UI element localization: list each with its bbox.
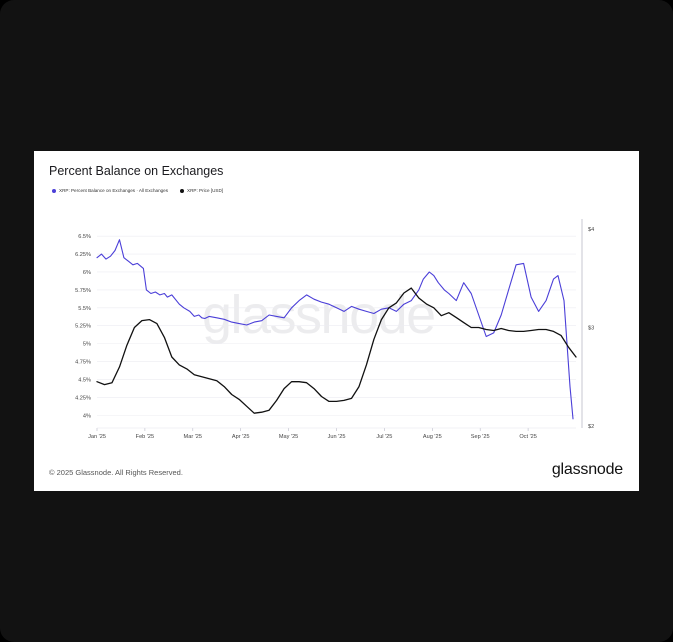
y-left-tick-label: 6.25% bbox=[75, 252, 91, 258]
y-left-tick-label: 4% bbox=[83, 413, 91, 419]
legend-dot-price bbox=[180, 188, 185, 193]
y-right-tick-label: $2 bbox=[588, 424, 594, 430]
y-right-tick-label: $3 bbox=[588, 326, 594, 332]
glassnode-logo: glassnode bbox=[551, 461, 623, 478]
x-tick-label: Jun '25 bbox=[328, 434, 346, 440]
y-left-tick-label: 4.25% bbox=[75, 395, 91, 401]
x-tick-label: May '25 bbox=[279, 434, 298, 440]
y-left-tick-label: 6.5% bbox=[78, 234, 91, 240]
chart-title: Percent Balance on Exchanges bbox=[49, 164, 224, 178]
y-left-tick-label: 4.5% bbox=[78, 377, 91, 383]
x-tick-label: Oct '25 bbox=[519, 434, 537, 440]
y-right-tick-label: $4 bbox=[588, 227, 594, 233]
series-line-price bbox=[96, 287, 577, 414]
series-line-balance bbox=[96, 239, 574, 420]
legend-label-price: XRP: Price [USD] bbox=[187, 188, 224, 193]
y-left-tick-label: 4.75% bbox=[75, 360, 91, 366]
y-left-tick-label: 5% bbox=[83, 342, 91, 348]
y-left-tick-label: 6% bbox=[83, 270, 91, 276]
x-tick-label: Jul '25 bbox=[376, 434, 392, 440]
legend-dot-balance bbox=[52, 188, 56, 193]
legend-label-balance: XRP: Percent Balance on Exchanges · All … bbox=[59, 188, 169, 193]
x-tick-label: Feb '25 bbox=[136, 434, 154, 440]
x-tick-label: Aug '25 bbox=[423, 434, 442, 440]
x-tick-label: Mar '25 bbox=[184, 434, 202, 440]
x-tick-label: Apr '25 bbox=[232, 434, 250, 440]
chart-plot[interactable]: 6.5% 6.25% 6% 5.75% 5.5% 5.25% 5% 4.75% 4.5% 4.25… bbox=[34, 151, 639, 491]
legend: XRP: Percent Balance on Exchanges · All … bbox=[52, 188, 223, 193]
legend-item-price[interactable]: XRP: Price [USD] bbox=[180, 188, 223, 193]
x-tick-label: Jan '25 bbox=[88, 434, 106, 440]
y-left-tick-label: 5.5% bbox=[78, 306, 91, 312]
chart-card: glassnode Percent Balance on Exchanges X… bbox=[34, 151, 639, 491]
y-left-tick-label: 5.75% bbox=[75, 288, 91, 294]
y-left-tick-label: 5.25% bbox=[75, 324, 91, 330]
x-tick-label: Sep '25 bbox=[471, 434, 490, 440]
legend-item-balance[interactable]: XRP: Percent Balance on Exchanges · All … bbox=[52, 188, 168, 193]
copyright-footer: © 2025 Glassnode. All Rights Reserved. bbox=[49, 468, 183, 477]
